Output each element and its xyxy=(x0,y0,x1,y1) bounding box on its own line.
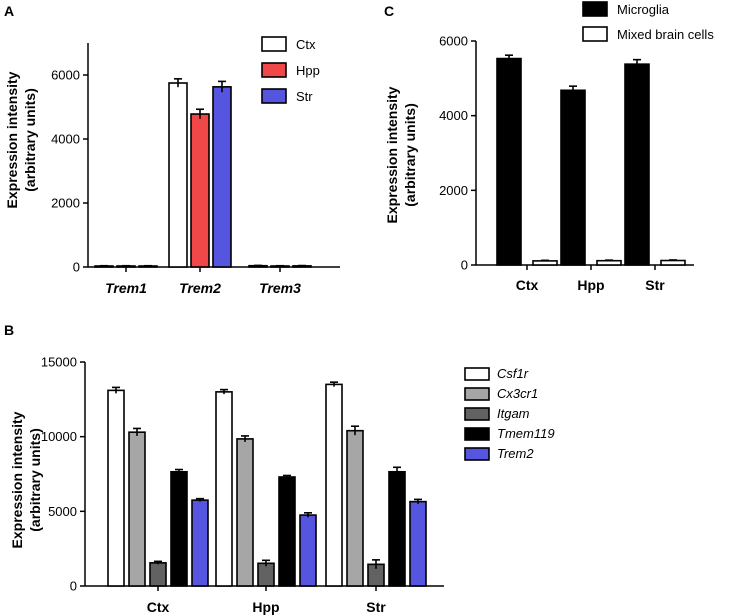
legend-swatch-c-microglia xyxy=(582,1,608,17)
legend-label-c-mixed-brain-cells: Mixed brain cells xyxy=(617,27,714,42)
legend-swatch-b-tmem119 xyxy=(464,427,490,441)
bar-b-hpp-csf1r xyxy=(215,391,233,587)
legend-label-b-itgam: Itgam xyxy=(497,406,530,421)
panel-c: C Expression intensity (arbitrary units)… xyxy=(384,1,714,293)
y-tick-label-b-5000: 5000 xyxy=(48,504,77,519)
legend-swatch-b-csf1r xyxy=(464,367,490,381)
bar-c-hpp-mixed-brain-cells xyxy=(596,259,622,266)
y-axis-title-a-line1: Expression intensity xyxy=(4,71,20,208)
bar-b-ctx-cx3cr1 xyxy=(128,431,146,587)
bar-b-ctx-csf1r xyxy=(107,389,125,587)
panel-letter-a: A xyxy=(4,3,14,19)
bar-b-hpp-tmem119 xyxy=(278,476,296,587)
y-tick-label-c-0: 0 xyxy=(461,258,468,273)
bar-b-hpp-trem2 xyxy=(299,514,317,587)
bar-a-trem2-ctx xyxy=(168,82,188,268)
y-tick-label-b-0: 0 xyxy=(70,579,77,594)
legend-label-b-csf1r: Csf1r xyxy=(497,366,529,381)
y-tick-label-b-10000: 10000 xyxy=(41,429,77,444)
category-label-a-trem3: Trem3 xyxy=(259,280,301,296)
category-label-a-trem2: Trem2 xyxy=(179,280,221,296)
legend-swatch-b-itgam xyxy=(464,407,490,421)
y-tick-label-a-4000: 4000 xyxy=(51,132,80,147)
category-label-a-trem1: Trem1 xyxy=(105,280,147,296)
category-label-b-str: Str xyxy=(366,599,386,615)
legend-label-b-trem2: Trem2 xyxy=(497,446,534,461)
panel-b: B Expression intensity (arbitrary units)… xyxy=(4,322,555,615)
bar-b-str-cx3cr1 xyxy=(346,429,364,587)
panel-letter-b: B xyxy=(4,322,14,338)
bar-b-str-csf1r xyxy=(325,383,343,587)
bar-b-ctx-itgam xyxy=(149,562,167,587)
legend-swatch-c-mixed-brain-cells xyxy=(582,26,608,42)
legend-label-c-microglia: Microglia xyxy=(617,2,670,17)
bar-c-hpp-microglia xyxy=(560,89,586,266)
legend-swatch-b-cx3cr1 xyxy=(464,387,490,401)
panel-a: A Expression intensity (arbitrary units)… xyxy=(4,3,340,296)
y-axis-title-a-line2: (arbitrary units) xyxy=(22,88,38,191)
y-tick-label-c-6000: 6000 xyxy=(439,34,468,49)
y-tick-label-b-15000: 15000 xyxy=(41,355,77,370)
category-label-c-hpp: Hpp xyxy=(577,277,604,293)
legend-swatch-a-str xyxy=(261,88,287,104)
bar-b-ctx-tmem119 xyxy=(170,470,188,587)
panel-letter-c: C xyxy=(384,3,394,19)
y-axis-title-c-line1: Expression intensity xyxy=(384,86,400,223)
y-tick-label-a-6000: 6000 xyxy=(51,68,80,83)
category-label-b-ctx: Ctx xyxy=(147,599,170,615)
legend-label-b-tmem119: Tmem119 xyxy=(497,426,555,441)
legend-swatch-a-ctx xyxy=(261,36,287,52)
bar-b-hpp-cx3cr1 xyxy=(236,438,254,587)
y-tick-label-a-2000: 2000 xyxy=(51,196,80,211)
bar-b-str-tmem119 xyxy=(388,470,406,587)
y-tick-label-c-2000: 2000 xyxy=(439,183,468,198)
legend-label-a-ctx: Ctx xyxy=(296,37,316,52)
legend-label-b-cx3cr1: Cx3cr1 xyxy=(497,386,538,401)
y-axis-title-c-line2: (arbitrary units) xyxy=(402,103,418,206)
bar-c-str-mixed-brain-cells xyxy=(660,259,686,266)
bar-b-str-trem2 xyxy=(409,500,427,587)
y-tick-label-c-4000: 4000 xyxy=(439,108,468,123)
category-label-c-ctx: Ctx xyxy=(516,277,539,293)
legend-swatch-b-trem2 xyxy=(464,447,490,461)
bar-b-hpp-itgam xyxy=(257,562,275,587)
y-axis-title-b-line2: (arbitrary units) xyxy=(27,428,43,531)
bar-c-ctx-mixed-brain-cells xyxy=(532,260,558,266)
bar-a-trem2-hpp xyxy=(190,113,210,268)
bar-b-ctx-trem2 xyxy=(191,499,209,587)
y-axis-title-b-line1: Expression intensity xyxy=(9,411,25,548)
category-label-b-hpp: Hpp xyxy=(252,599,279,615)
y-tick-label-a-0: 0 xyxy=(73,260,80,275)
bar-c-str-microglia xyxy=(624,63,650,266)
bar-a-trem2-str xyxy=(212,86,232,268)
legend-label-a-hpp: Hpp xyxy=(296,63,320,78)
category-label-c-str: Str xyxy=(645,277,665,293)
bar-c-ctx-microglia xyxy=(496,57,522,266)
legend-swatch-a-hpp xyxy=(261,62,287,78)
legend-label-a-str: Str xyxy=(296,89,313,104)
